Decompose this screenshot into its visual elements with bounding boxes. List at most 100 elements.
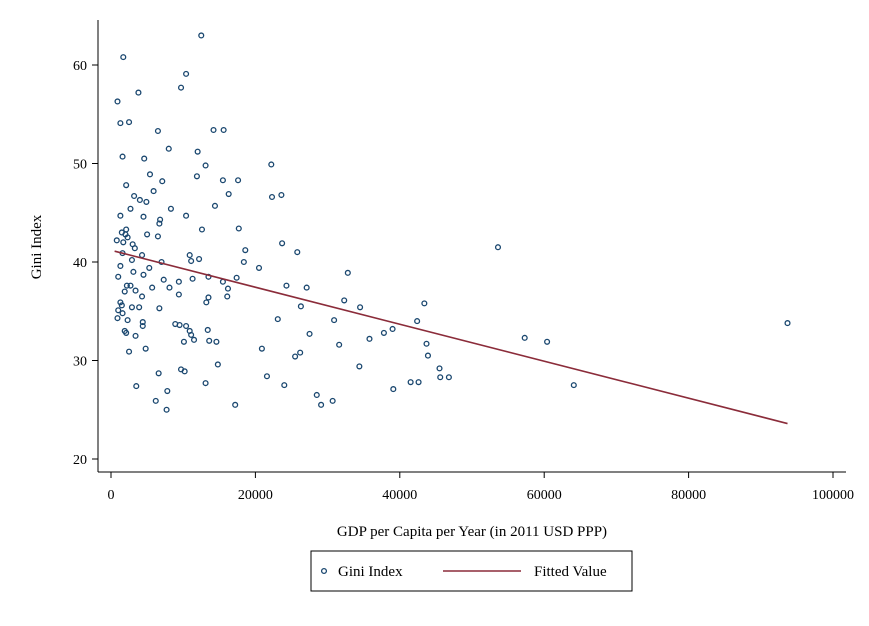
data-point xyxy=(214,361,221,368)
data-point xyxy=(283,282,290,289)
data-point xyxy=(205,294,212,301)
data-point xyxy=(357,304,364,311)
data-point xyxy=(123,329,130,336)
data-point xyxy=(521,334,528,341)
data-point xyxy=(159,178,166,185)
data-point xyxy=(180,338,187,345)
data-point xyxy=(154,233,161,240)
data-point xyxy=(160,276,167,283)
data-point xyxy=(407,379,414,386)
data-point xyxy=(414,318,421,325)
y-tick-label: 40 xyxy=(73,256,87,271)
data-point xyxy=(123,282,130,289)
data-point xyxy=(211,202,219,209)
data-point xyxy=(198,226,206,233)
data-point xyxy=(263,373,271,380)
data-point xyxy=(570,382,577,389)
data-point xyxy=(113,237,120,244)
y-tick-label: 20 xyxy=(73,453,87,468)
legend-label-gini-index: Gini Index xyxy=(338,564,403,580)
data-point xyxy=(421,300,428,307)
data-point xyxy=(165,145,172,152)
data-point xyxy=(188,331,195,338)
data-point xyxy=(183,212,190,219)
data-point xyxy=(278,191,285,199)
data-point xyxy=(436,365,443,372)
data-point xyxy=(279,240,286,247)
data-point xyxy=(196,255,203,263)
data-point xyxy=(437,374,444,381)
data-point xyxy=(389,325,396,333)
data-point xyxy=(331,317,338,324)
data-point xyxy=(189,275,196,282)
data-point xyxy=(206,337,213,344)
data-point xyxy=(115,307,122,314)
legend-marker-scatter xyxy=(320,567,328,575)
data-point xyxy=(205,273,212,280)
x-tick-label: 0 xyxy=(108,488,115,503)
data-point xyxy=(242,247,249,254)
data-point xyxy=(294,249,301,256)
data-point xyxy=(123,182,130,189)
data-point xyxy=(336,341,343,348)
data-point xyxy=(190,336,198,343)
data-point xyxy=(390,386,397,393)
fitted-line xyxy=(114,250,788,425)
data-point xyxy=(146,264,153,271)
data-point xyxy=(281,382,288,389)
data-point xyxy=(306,330,313,337)
data-point xyxy=(140,213,147,220)
data-point xyxy=(240,258,247,266)
data-point xyxy=(415,379,422,386)
data-point xyxy=(133,383,140,390)
data-point xyxy=(204,326,211,334)
data-point xyxy=(163,406,170,413)
data-point xyxy=(341,297,348,304)
data-point xyxy=(210,126,217,134)
x-tick-label: 40000 xyxy=(382,488,417,503)
data-point xyxy=(166,284,173,291)
data-point xyxy=(121,288,128,295)
data-point xyxy=(117,212,124,219)
data-point xyxy=(193,173,200,180)
y-axis-label: Gini Index xyxy=(29,214,45,279)
data-point xyxy=(119,153,126,160)
data-point xyxy=(186,252,193,259)
data-point xyxy=(176,321,183,329)
data-point xyxy=(117,262,124,269)
data-point xyxy=(224,293,231,300)
data-point xyxy=(149,284,156,291)
data-point xyxy=(274,316,281,323)
data-point xyxy=(119,310,126,317)
data-point xyxy=(140,271,147,278)
data-point xyxy=(114,315,121,322)
data-point xyxy=(344,269,351,276)
data-point xyxy=(494,244,502,251)
data-point xyxy=(157,216,164,223)
axes: 20 30 40 50 60 0 20000 40000 60000 80000 100000 xyxy=(73,20,854,503)
data-point xyxy=(117,299,124,306)
data-point xyxy=(144,231,151,238)
data-point xyxy=(380,329,387,336)
data-point xyxy=(152,397,159,404)
y-tick-label: 50 xyxy=(73,158,87,173)
data-point xyxy=(356,363,363,370)
data-point xyxy=(544,338,551,345)
data-point xyxy=(164,387,171,395)
x-tick-label: 20000 xyxy=(238,488,273,503)
data-point xyxy=(220,126,227,134)
data-point xyxy=(188,257,195,265)
data-point xyxy=(202,380,209,387)
data-point xyxy=(313,391,320,399)
data-point xyxy=(258,345,265,352)
data-point xyxy=(784,320,791,327)
data-point xyxy=(120,239,127,246)
data-point xyxy=(143,198,150,205)
data-point xyxy=(126,119,133,126)
data-point xyxy=(124,234,131,241)
data-point xyxy=(128,256,135,264)
data-point xyxy=(423,340,430,347)
data-point xyxy=(139,322,146,330)
data-point xyxy=(135,89,142,96)
